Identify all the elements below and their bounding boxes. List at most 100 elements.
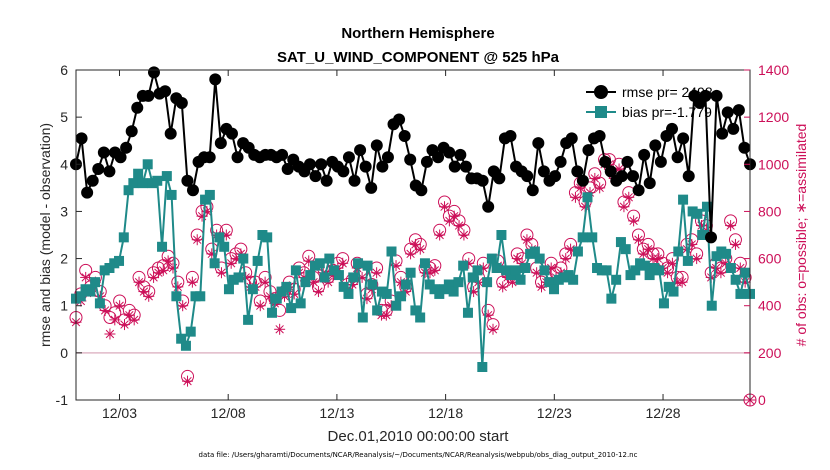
legend-rmse-label: rmse pr= 2498: [622, 84, 713, 100]
bias-point: [701, 201, 712, 212]
bias-point: [195, 291, 206, 302]
rmse-point: [114, 151, 127, 164]
rmse-point: [365, 181, 378, 194]
obs-assimilated-point: [429, 264, 441, 276]
bias-point: [668, 286, 679, 297]
obs-assimilated-point: [453, 220, 465, 232]
x-tick-label: 12/18: [428, 405, 463, 421]
chart-title: Northern Hemisphere: [341, 25, 494, 42]
legend-rmse-marker: [594, 85, 608, 99]
obs-assimilated-point: [104, 328, 116, 340]
rmse-point: [521, 170, 534, 183]
rmse-point: [164, 127, 177, 140]
bias-point: [496, 230, 507, 240]
right-tick-label: 1000: [758, 156, 789, 172]
bias-point: [247, 284, 258, 295]
bias-point: [673, 246, 684, 257]
rmse-point: [214, 137, 227, 150]
bias-point: [721, 248, 732, 259]
obs-assimilated-point: [337, 257, 349, 269]
obs-assimilated-point: [448, 210, 460, 222]
obs-assimilated-point: [133, 276, 145, 288]
bias-point: [357, 312, 368, 323]
right-tick-label: 200: [758, 345, 782, 361]
bias-point: [305, 270, 316, 281]
bias-point: [362, 260, 373, 271]
obs-assimilated-point: [691, 253, 703, 265]
obs-assimilated-point: [177, 300, 189, 312]
rmse-point: [448, 160, 461, 173]
rmse-point: [125, 125, 138, 138]
bias-point: [319, 272, 330, 283]
bias-point: [654, 265, 665, 276]
bias-point: [630, 265, 641, 276]
bias-point: [400, 279, 411, 290]
legend: rmse pr= 2498 bias pr=-1.779: [586, 84, 713, 120]
bias-point: [601, 265, 612, 276]
data-file-footnote: data file: /Users/gharamti/Documents/NCA…: [199, 451, 638, 459]
y-axis-label-left: rmse and bias (model - observation): [37, 123, 53, 347]
x-axis: 12/03 12/08 12/13 12/18 12/23 12/28: [102, 70, 681, 421]
rmse-point: [705, 231, 718, 244]
rmse-point: [476, 174, 489, 187]
rmse-point: [638, 148, 651, 161]
bias-point: [477, 362, 488, 372]
rmse-point: [565, 132, 578, 145]
obs-assimilated-point: [114, 300, 126, 312]
obs-assimilated-point: [676, 276, 688, 288]
rmse-point: [716, 127, 729, 140]
rmse-point: [621, 155, 634, 168]
rmse-point: [381, 151, 394, 164]
bias-point: [314, 258, 325, 269]
rmse-point: [627, 170, 640, 183]
rmse-point: [571, 165, 584, 178]
bias-point: [176, 333, 187, 344]
obs-assimilated-point: [157, 264, 169, 276]
bias-point: [482, 277, 493, 288]
rmse-point: [721, 106, 734, 119]
rmse-point: [376, 160, 389, 173]
rmse-point: [599, 155, 612, 168]
x-tick-label: 12/28: [646, 405, 681, 421]
rmse-point: [677, 132, 690, 145]
bias-point: [606, 293, 617, 304]
obs-assimilated-point: [371, 267, 383, 279]
rmse-point: [454, 148, 467, 161]
obs-assimilated-point: [589, 172, 601, 184]
rmse-point: [582, 144, 595, 157]
bias-point: [458, 260, 469, 271]
right-tick-label: 800: [758, 203, 782, 219]
rmse-point: [142, 89, 155, 102]
rmse-point: [320, 174, 333, 187]
rmse-point: [315, 158, 328, 171]
bias-point: [678, 194, 689, 205]
rmse-point: [732, 104, 745, 117]
rmse-point: [354, 144, 367, 157]
bias-point: [539, 265, 550, 276]
rmse-point: [81, 186, 94, 199]
obs-assimilated-point: [666, 257, 678, 269]
rmse-point: [632, 184, 645, 197]
obs-assimilated-point: [128, 314, 140, 326]
obs-assimilated-point: [148, 271, 160, 283]
bias-point: [171, 291, 182, 302]
bias-point: [219, 241, 230, 252]
bias-point: [118, 232, 129, 243]
rmse-point: [537, 165, 550, 178]
bias-point: [161, 171, 172, 182]
bias-point: [166, 189, 177, 200]
right-axis: 0 200 400 600 800 1000 1200 1400: [744, 62, 789, 408]
rmse-point: [549, 170, 562, 183]
bias-point: [262, 232, 273, 243]
bias-point: [549, 284, 560, 295]
rmse-point: [281, 163, 294, 175]
bias-point: [238, 253, 249, 264]
left-tick-label: 5: [60, 109, 68, 125]
left-tick-label: 2: [60, 251, 68, 267]
right-tick-label: 400: [758, 298, 782, 314]
bias-point: [491, 263, 502, 273]
obs-assimilated-point: [497, 281, 509, 293]
rmse-point: [303, 158, 316, 171]
rmse-series: [70, 66, 756, 244]
